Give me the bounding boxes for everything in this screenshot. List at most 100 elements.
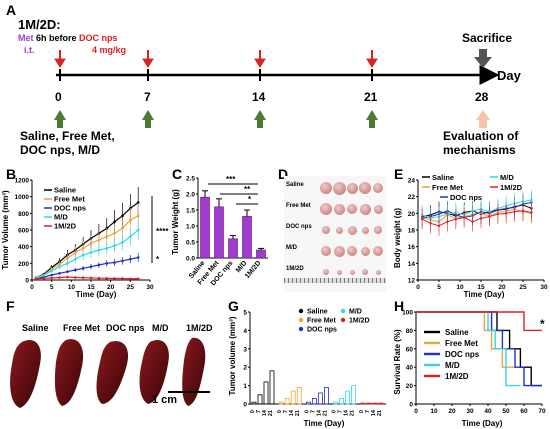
h-xtick-label: 50 xyxy=(502,408,510,415)
e-xtick-label: 0 xyxy=(416,284,420,291)
b-point xyxy=(66,275,69,279)
h-xtick-label: 0 xyxy=(414,408,418,415)
green-arrow-day0 xyxy=(54,110,66,128)
e-ytick-label: 22 xyxy=(408,194,416,201)
g-bar xyxy=(366,402,372,405)
g-bar xyxy=(278,401,284,405)
legend-label: M/D xyxy=(445,361,460,370)
liver-md xyxy=(139,340,169,404)
b-point xyxy=(89,276,93,280)
b-point xyxy=(97,248,101,252)
b-point xyxy=(81,276,85,279)
b-point xyxy=(73,276,77,279)
h-xtick-label: 10 xyxy=(430,408,438,415)
legend-label: DOC nps xyxy=(54,204,86,213)
g-tick-label: 21 xyxy=(350,410,356,416)
b-point xyxy=(66,270,69,273)
timeline-ticks xyxy=(59,69,484,81)
g-bar xyxy=(284,398,290,405)
b-point xyxy=(121,214,124,218)
h-xtick-label: 30 xyxy=(466,408,474,415)
f-label-free-met: Free Met xyxy=(63,323,101,333)
g-tick-label: 21 xyxy=(377,410,383,416)
e-ytick-label: 12 xyxy=(408,278,416,285)
panel-e-label: E xyxy=(394,166,404,182)
legend-label: Saline xyxy=(54,186,76,195)
g-ytick-label: 4 xyxy=(243,328,247,335)
b-point xyxy=(113,261,116,264)
b-point xyxy=(42,277,46,280)
e-ytick-label: 24 xyxy=(408,178,416,185)
tumor-sample xyxy=(321,246,331,256)
e-point xyxy=(496,212,499,216)
g-tick-label: 7 xyxy=(310,410,316,413)
c-ytick-label: 0.0 xyxy=(186,256,195,263)
b-point xyxy=(105,247,109,250)
legend-swatch xyxy=(298,317,304,323)
g-bar xyxy=(269,370,275,405)
tumor-sample xyxy=(349,269,355,275)
red-arrow-day0 xyxy=(54,50,66,68)
legend-label: Free Met xyxy=(54,195,85,204)
b-point xyxy=(58,276,61,279)
sacrifice-arrow xyxy=(474,49,492,68)
legend-label: Free Met xyxy=(307,318,336,325)
e-point xyxy=(454,217,457,221)
b-point xyxy=(113,277,116,280)
c-ytick-label: 1.5 xyxy=(186,208,195,215)
d-row-label: Free Met xyxy=(286,203,311,209)
green-arrow-day14 xyxy=(254,110,266,128)
liver-doc-nps xyxy=(96,341,129,404)
g-bar xyxy=(318,392,323,405)
b-series-line xyxy=(35,276,139,280)
panel-c-label: C xyxy=(172,166,183,182)
g-ytick-label: 1 xyxy=(243,383,247,390)
b-ytick-label: 600 xyxy=(18,228,29,235)
green-arrows xyxy=(54,110,378,128)
g-tick-label: 0 xyxy=(332,410,338,413)
legend-label: 1M/2D xyxy=(54,222,77,231)
liver-1m2d xyxy=(182,337,206,406)
c-bar xyxy=(214,206,224,259)
g-bar xyxy=(351,385,356,405)
e-point xyxy=(446,220,449,223)
e-point xyxy=(513,210,516,213)
b-point xyxy=(113,220,116,223)
tumor-sample xyxy=(333,203,345,215)
tumor-sample xyxy=(335,226,343,234)
e-point xyxy=(479,217,483,220)
tumor-sample xyxy=(332,181,346,195)
e-point xyxy=(429,222,432,225)
e-xtick-label: 10 xyxy=(456,284,464,291)
group-label: 1M/2D: xyxy=(18,17,61,32)
legend-label: DOC nps xyxy=(307,327,337,334)
g-xlabel: Time (Day) xyxy=(304,419,345,428)
g-bar xyxy=(339,398,344,405)
b-series-line xyxy=(35,215,139,279)
g-tick-label: 14 xyxy=(289,409,295,416)
b-point xyxy=(89,251,93,254)
legend-label: 1M/2D xyxy=(445,372,469,381)
legend-label: M/D xyxy=(500,173,514,182)
b-point xyxy=(129,257,132,261)
g-bar xyxy=(257,394,263,405)
c-bar xyxy=(242,216,252,259)
treatment-line-1: Saline, Free Met, xyxy=(20,129,115,143)
b-point xyxy=(89,265,93,268)
b-xtick-label: 5 xyxy=(50,284,54,291)
g-tick-label: 21 xyxy=(295,410,301,416)
g-tick-label: 7 xyxy=(283,410,289,413)
b-point xyxy=(113,232,116,235)
g-tick-label: 7 xyxy=(338,410,344,413)
f-label-doc-nps: DOC nps xyxy=(106,323,145,333)
b-point xyxy=(50,273,53,277)
panel-d-label: D xyxy=(278,166,289,182)
h-ytick-label: 20 xyxy=(406,383,414,390)
tumor-sample xyxy=(359,182,371,194)
c-sig-1: *** xyxy=(226,175,236,184)
red-arrow-day7 xyxy=(142,50,154,68)
legend-label: Saline xyxy=(307,309,328,316)
